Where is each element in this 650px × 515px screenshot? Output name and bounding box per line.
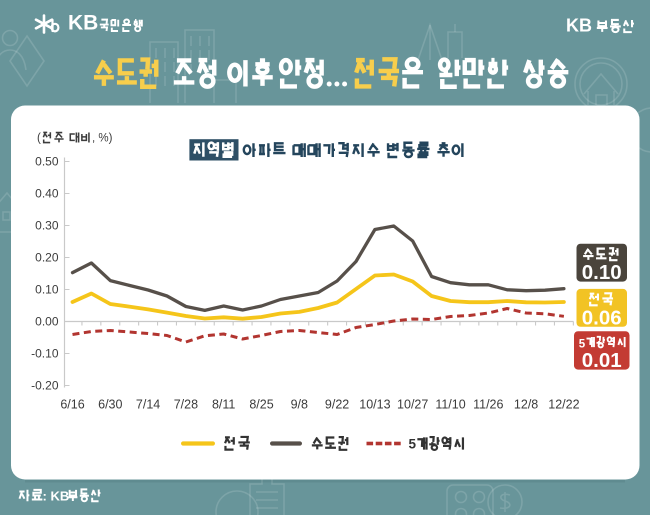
svg-text:0.40: 0.40 [35,187,59,201]
svg-text:7/14: 7/14 [136,398,160,412]
svg-text:12/22: 12/22 [548,398,579,412]
svg-text:-0.20: -0.20 [31,379,59,393]
svg-text:-0.10: -0.10 [31,347,59,361]
svg-text:10/27: 10/27 [397,398,428,412]
svg-text:KB: KB [566,16,592,36]
svg-text:12/8: 12/8 [514,398,538,412]
svg-text:8/25: 8/25 [249,398,273,412]
svg-text:0.01: 0.01 [582,349,622,372]
svg-text:: KB: : KB [43,489,70,504]
svg-text:0.06: 0.06 [582,307,622,330]
svg-text:9/8: 9/8 [291,398,308,412]
svg-text:0.10: 0.10 [582,261,622,284]
svg-text:5: 5 [579,338,586,350]
svg-text:(: ( [37,133,41,145]
svg-text:5: 5 [409,436,417,451]
svg-text:9/22: 9/22 [325,398,349,412]
svg-text:6/16: 6/16 [60,398,84,412]
svg-text:0.10: 0.10 [35,283,59,297]
svg-text:0.50: 0.50 [35,155,59,169]
svg-text:11/10: 11/10 [435,398,465,412]
svg-text:10/13: 10/13 [359,398,390,412]
svg-text:0.20: 0.20 [35,251,59,265]
svg-text:6/30: 6/30 [98,398,122,412]
svg-text:11/26: 11/26 [473,398,503,412]
svg-text:7/28: 7/28 [174,398,198,412]
svg-text:KB: KB [68,12,98,35]
svg-text:0.00: 0.00 [35,315,59,329]
svg-text:8/11: 8/11 [212,398,235,412]
svg-text:0.30: 0.30 [35,219,59,233]
svg-text:, %): , %) [92,133,113,145]
